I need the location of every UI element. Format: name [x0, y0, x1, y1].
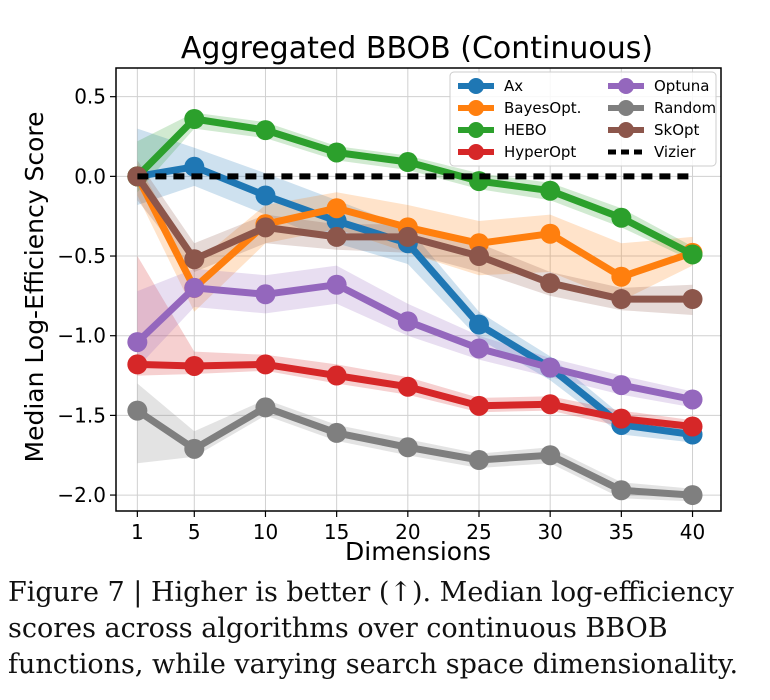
- chart-title: Aggregated BBOB (Continuous): [181, 31, 653, 66]
- point-skopt: [611, 289, 632, 310]
- point-skopt: [127, 166, 148, 187]
- point-optuna: [469, 338, 489, 359]
- point-skopt: [255, 217, 276, 238]
- point-hyperopt: [397, 376, 418, 397]
- y-tick-label: −1.5: [57, 403, 106, 427]
- point-skopt: [397, 226, 418, 247]
- point-skopt: [682, 289, 703, 310]
- point-ax: [255, 185, 276, 206]
- point-hebo: [255, 120, 276, 141]
- plot-frame: [115, 67, 722, 512]
- point-ax: [184, 156, 205, 177]
- caption-text: Higher is better (↑). Median log-efficie…: [8, 577, 739, 680]
- point-hebo: [611, 207, 632, 228]
- point-bayesopt: [326, 198, 347, 219]
- legend-marker-ax: [468, 78, 484, 94]
- point-optuna: [397, 311, 418, 332]
- point-hyperopt: [540, 394, 561, 415]
- legend-label-bayesopt: BayesOpt.: [504, 99, 581, 117]
- x-tick-label: 1: [131, 520, 144, 544]
- point-random: [682, 485, 703, 506]
- x-tick-label: 25: [466, 520, 491, 544]
- point-hyperopt: [184, 355, 205, 376]
- legend-marker-bayesopt: [468, 100, 484, 116]
- point-hyperopt: [255, 354, 276, 375]
- x-tick-label: 40: [680, 520, 705, 544]
- point-hyperopt: [469, 395, 489, 416]
- legend-label-random: Random: [654, 99, 716, 117]
- point-hebo: [397, 152, 418, 173]
- point-random: [184, 438, 205, 459]
- band-hyperopt: [137, 256, 693, 433]
- legend-label-optuna: Optuna: [654, 77, 709, 95]
- point-random: [326, 422, 347, 443]
- point-optuna: [682, 389, 703, 410]
- x-tick-label: 15: [324, 520, 349, 544]
- y-axis-label: Median Log-Efficiency Score: [20, 112, 49, 463]
- point-skopt: [184, 249, 205, 270]
- legend-label-skopt: SkOpt: [654, 121, 700, 139]
- point-optuna: [611, 375, 632, 396]
- figure-caption: Figure 7 | Higher is better (↑). Median …: [8, 575, 760, 683]
- caption-label: Figure 7: [8, 577, 125, 608]
- point-bayesopt: [540, 223, 561, 244]
- x-tick-label: 35: [609, 520, 634, 544]
- point-hebo: [682, 244, 703, 265]
- legend-marker-optuna: [618, 78, 634, 94]
- chart: Aggregated BBOB (Continuous) 1 5 10 15 20 25 3…: [20, 31, 722, 566]
- point-optuna: [540, 357, 561, 378]
- caption-separator: |: [133, 577, 143, 608]
- point-skopt: [540, 273, 561, 294]
- legend-marker-skopt: [618, 122, 634, 138]
- point-ax: [469, 314, 489, 335]
- y-tick-label: 0.5: [74, 85, 106, 109]
- legend-box: [449, 71, 717, 167]
- point-random: [397, 437, 418, 458]
- point-hyperopt: [127, 354, 148, 375]
- point-random: [127, 400, 148, 421]
- axis-ticks: 1 5 10 15 20 25 30 35 400.50.0−0.5−1.0−1.5−2.0: [57, 85, 705, 544]
- point-hyperopt: [682, 416, 703, 437]
- y-tick-label: −1.0: [57, 324, 106, 348]
- point-optuna: [184, 277, 205, 298]
- point-skopt: [469, 246, 489, 267]
- series-lines: [127, 108, 703, 506]
- x-tick-label: 20: [395, 520, 420, 544]
- x-tick-label: 10: [253, 520, 278, 544]
- legend-marker-hyperopt: [468, 144, 484, 160]
- x-tick-label: 30: [537, 520, 562, 544]
- y-tick-label: 0.0: [74, 164, 106, 188]
- legend-marker-random: [618, 100, 634, 116]
- point-hyperopt: [611, 408, 632, 429]
- point-optuna: [255, 284, 276, 305]
- legend-label-hyperopt: HyperOpt: [504, 143, 576, 161]
- point-bayesopt: [611, 266, 632, 287]
- x-tick-label: 5: [188, 520, 201, 544]
- y-tick-label: −2.0: [57, 483, 106, 507]
- legend-label-hebo: HEBO: [504, 121, 547, 139]
- point-random: [255, 397, 276, 418]
- x-axis-label: Dimensions: [345, 537, 491, 566]
- legend-label-ax: Ax: [504, 77, 523, 95]
- point-hebo: [184, 108, 205, 129]
- legend: Ax BayesOpt. HEBO HyperOpt Optuna Random SkOpt…: [449, 71, 717, 167]
- point-hyperopt: [326, 365, 347, 386]
- y-tick-label: −0.5: [57, 244, 106, 268]
- point-hebo: [540, 180, 561, 201]
- legend-marker-hebo: [468, 122, 484, 138]
- point-optuna: [326, 274, 347, 295]
- point-random: [540, 445, 561, 466]
- point-skopt: [326, 226, 347, 247]
- point-hebo: [326, 142, 347, 163]
- point-random: [611, 480, 632, 501]
- point-random: [469, 450, 489, 471]
- legend-label-vizier: Vizier: [654, 143, 696, 161]
- point-optuna: [127, 332, 148, 353]
